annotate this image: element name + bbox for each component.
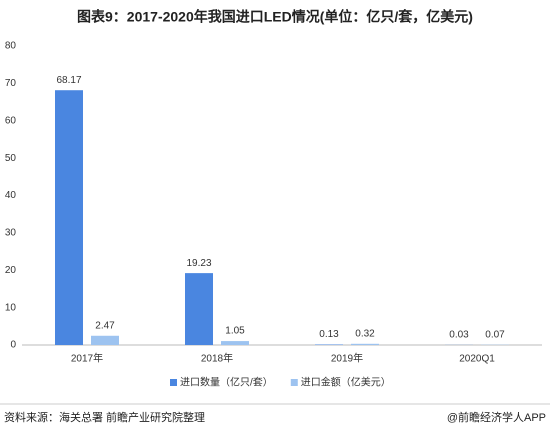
source: 资料来源：海关总署 前瞻产业研究院整理	[4, 410, 205, 424]
y-tick-label: 60	[5, 115, 17, 126]
y-tick-label: 20	[5, 265, 17, 276]
y-tick-label: 70	[5, 78, 17, 89]
y-tick-label: 0	[10, 340, 16, 351]
data-label: 2.47	[95, 320, 115, 331]
legend-swatch	[290, 379, 298, 386]
data-label: 19.23	[186, 258, 211, 269]
x-tick-label: 2018年	[201, 352, 233, 365]
data-label: 0.07	[485, 329, 505, 340]
chart-title: 图表9：2017-2020年我国进口LED情况(单位：亿只/套，亿美元)	[77, 9, 473, 25]
y-tick-label: 30	[5, 228, 17, 239]
data-label: 1.05	[225, 326, 245, 337]
bar	[185, 273, 213, 345]
bar	[55, 90, 83, 345]
legend-label: 进口数量（亿只/套）	[180, 376, 273, 389]
y-tick-label: 50	[5, 153, 17, 164]
credit: @前瞻经济学人APP	[447, 410, 546, 424]
bar	[351, 343, 379, 345]
bar	[221, 341, 249, 345]
data-label: 68.17	[56, 75, 81, 86]
x-tick-label: 2017年	[71, 352, 103, 365]
data-label: 0.13	[319, 329, 339, 340]
data-label: 0.32	[355, 328, 375, 339]
y-tick-label: 10	[5, 302, 17, 313]
legend-label: 进口金额（亿美元）	[301, 376, 391, 389]
x-tick-label: 2019年	[331, 352, 363, 365]
x-tick-label: 2020Q1	[459, 354, 495, 365]
legend-swatch	[170, 379, 177, 386]
y-tick-label: 80	[5, 41, 17, 52]
y-tick-label: 40	[5, 190, 17, 201]
bar	[91, 335, 119, 345]
data-label: 0.03	[449, 330, 469, 341]
